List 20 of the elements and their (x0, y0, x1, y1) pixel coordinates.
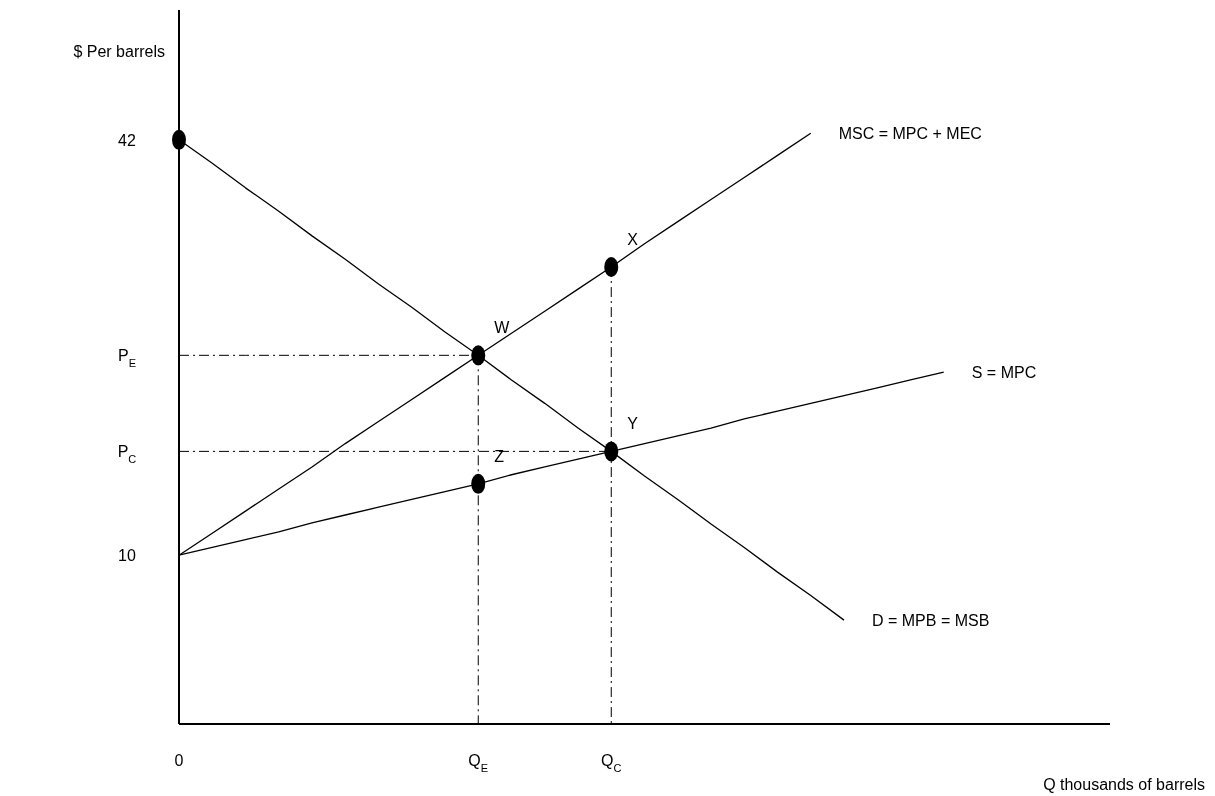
x-tick-label: Q$_{E}$ (468, 752, 489, 774)
point (471, 473, 486, 494)
annotation: Y (627, 415, 639, 433)
y-tick-label: 10 (118, 547, 136, 565)
y-tick-label: 42 (118, 131, 136, 149)
y-axis-title: $ Per barrels (73, 43, 165, 60)
x-tick-label: Q$_{C}$ (601, 752, 622, 774)
x-axis-title: Q thousands of barrels (1043, 776, 1205, 793)
series-label: MSC = MPC + MEC (838, 125, 982, 143)
point (604, 257, 619, 278)
series-label: S = MPC (971, 364, 1037, 382)
point (604, 441, 619, 462)
annotation: Z (494, 447, 505, 465)
series-label: D = MPB = MSB (872, 612, 990, 630)
x-tick-label: 0 (174, 752, 184, 769)
annotation: W (494, 319, 511, 337)
point (471, 345, 486, 366)
y-tick-label: P$_{E}$ (117, 347, 137, 370)
annotation: X (627, 231, 639, 249)
y-tick-label: P$_{C}$ (117, 443, 137, 466)
